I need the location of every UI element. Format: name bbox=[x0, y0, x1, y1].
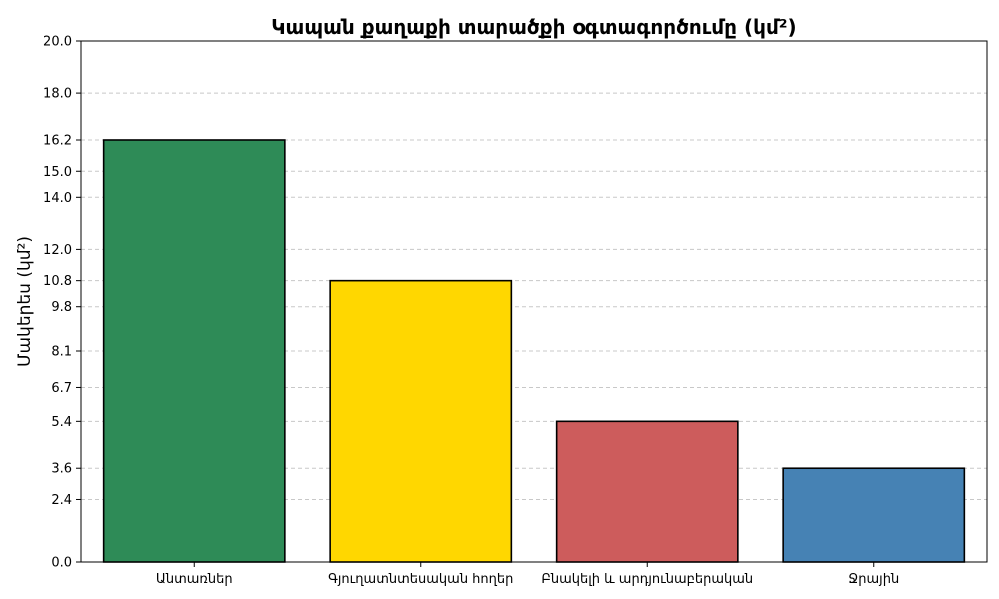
y-tick-label: 5.4 bbox=[51, 415, 72, 430]
y-tick-label: 9.8 bbox=[51, 300, 72, 315]
y-tick-label: 2.4 bbox=[51, 493, 72, 508]
y-tick-label: 14.0 bbox=[43, 191, 72, 206]
bar bbox=[782, 467, 966, 563]
x-tick-label: Բնակելի և արդյունաբերական bbox=[541, 572, 753, 587]
y-tick-label: 6.7 bbox=[51, 381, 72, 396]
y-tick-label: 0.0 bbox=[51, 556, 72, 571]
y-tick-label: 12.0 bbox=[43, 243, 72, 258]
y-axis-ticks: 0.0 2.4 3.6 5.4 6.7 8.1 9.8 10.8 12.0 14.0 15.0 16.… bbox=[43, 35, 81, 571]
y-tick-label: 20.0 bbox=[43, 35, 72, 50]
y-tick-label: 3.6 bbox=[51, 462, 72, 477]
bar bbox=[329, 279, 513, 563]
y-tick-label: 15.0 bbox=[43, 165, 72, 180]
y-axis-label: Մակերես (կմ²) bbox=[15, 236, 35, 367]
bar bbox=[102, 139, 286, 563]
x-axis-ticks: Անտառներ Գյուղատնտեսական հողեր Բնակելի և ա… bbox=[156, 562, 899, 587]
x-tick-label: Գյուղատնտեսական հողեր bbox=[328, 572, 513, 587]
bars bbox=[102, 139, 966, 563]
chart-title: Կապան քաղաքի տարածքի օգտագործումը (կմ²) bbox=[271, 15, 796, 39]
x-tick-label: Անտառներ bbox=[156, 572, 233, 587]
bar bbox=[555, 420, 739, 563]
y-tick-label: 10.8 bbox=[43, 274, 72, 289]
plot-area-frame bbox=[80, 40, 988, 563]
x-tick-label: Ջրային bbox=[848, 572, 899, 587]
y-tick-label: 16.2 bbox=[43, 133, 72, 148]
y-tick-label: 8.1 bbox=[51, 344, 72, 359]
y-tick-label: 18.0 bbox=[43, 87, 72, 102]
